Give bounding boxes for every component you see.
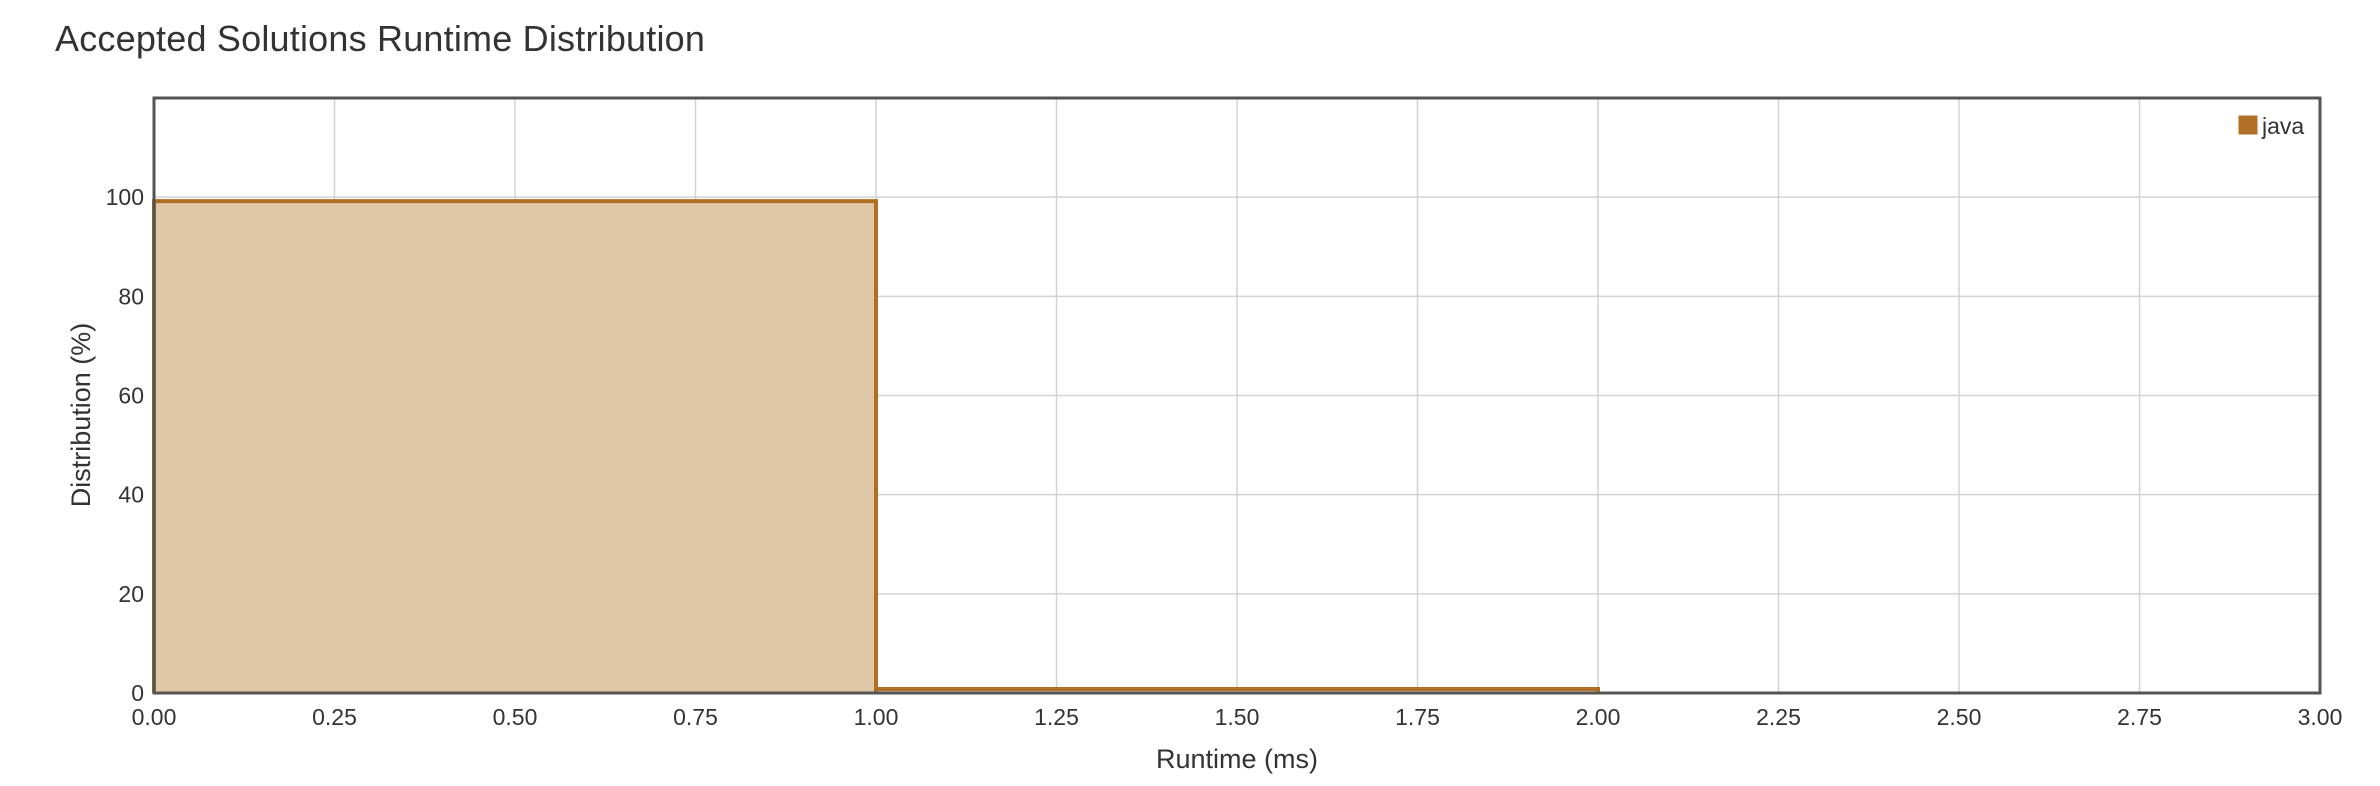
x-tick-label: 1.75 bbox=[1395, 704, 1440, 730]
x-tick-label: 0.00 bbox=[132, 704, 177, 730]
y-axis-ticks: 0 20 40 60 80 100 bbox=[106, 184, 144, 706]
y-tick-label: 80 bbox=[118, 283, 144, 309]
y-tick-label: 20 bbox=[118, 581, 144, 607]
x-tick-label: 0.50 bbox=[493, 704, 538, 730]
x-tick-label: 2.75 bbox=[2117, 704, 2162, 730]
x-tick-label: 0.75 bbox=[673, 704, 718, 730]
legend[interactable]: java bbox=[2237, 113, 2304, 139]
y-tick-label: 60 bbox=[118, 383, 144, 409]
bin-fill-java-0[interactable] bbox=[154, 201, 876, 693]
y-tick-label: 0 bbox=[131, 680, 144, 706]
x-tick-label: 2.50 bbox=[1937, 704, 1982, 730]
x-axis-ticks: 0.00 0.25 0.50 0.75 1.00 1.25 1.50 1.75 2.00 2.25… bbox=[132, 704, 2343, 730]
y-axis-label: Distribution (%) bbox=[66, 323, 96, 508]
x-tick-label: 0.25 bbox=[312, 704, 357, 730]
x-tick-label: 1.00 bbox=[854, 704, 899, 730]
x-tick-label: 3.00 bbox=[2298, 704, 2343, 730]
bin-outline-java-1 bbox=[874, 687, 1600, 693]
legend-swatch-java bbox=[2237, 114, 2259, 136]
x-tick-label: 1.50 bbox=[1215, 704, 1260, 730]
plot-border bbox=[152, 96, 2322, 695]
grid-lines bbox=[154, 98, 2320, 693]
y-tick-label: 100 bbox=[106, 184, 144, 210]
series-java bbox=[152, 199, 1600, 693]
x-tick-label: 1.25 bbox=[1034, 704, 1079, 730]
x-tick-label: 2.25 bbox=[1756, 704, 1801, 730]
x-axis-label: Runtime (ms) bbox=[1156, 744, 1318, 774]
chart-title: Accepted Solutions Runtime Distribution bbox=[55, 18, 706, 59]
legend-label-java: java bbox=[2261, 113, 2304, 139]
y-tick-label: 40 bbox=[118, 482, 144, 508]
x-tick-label: 2.00 bbox=[1576, 704, 1621, 730]
